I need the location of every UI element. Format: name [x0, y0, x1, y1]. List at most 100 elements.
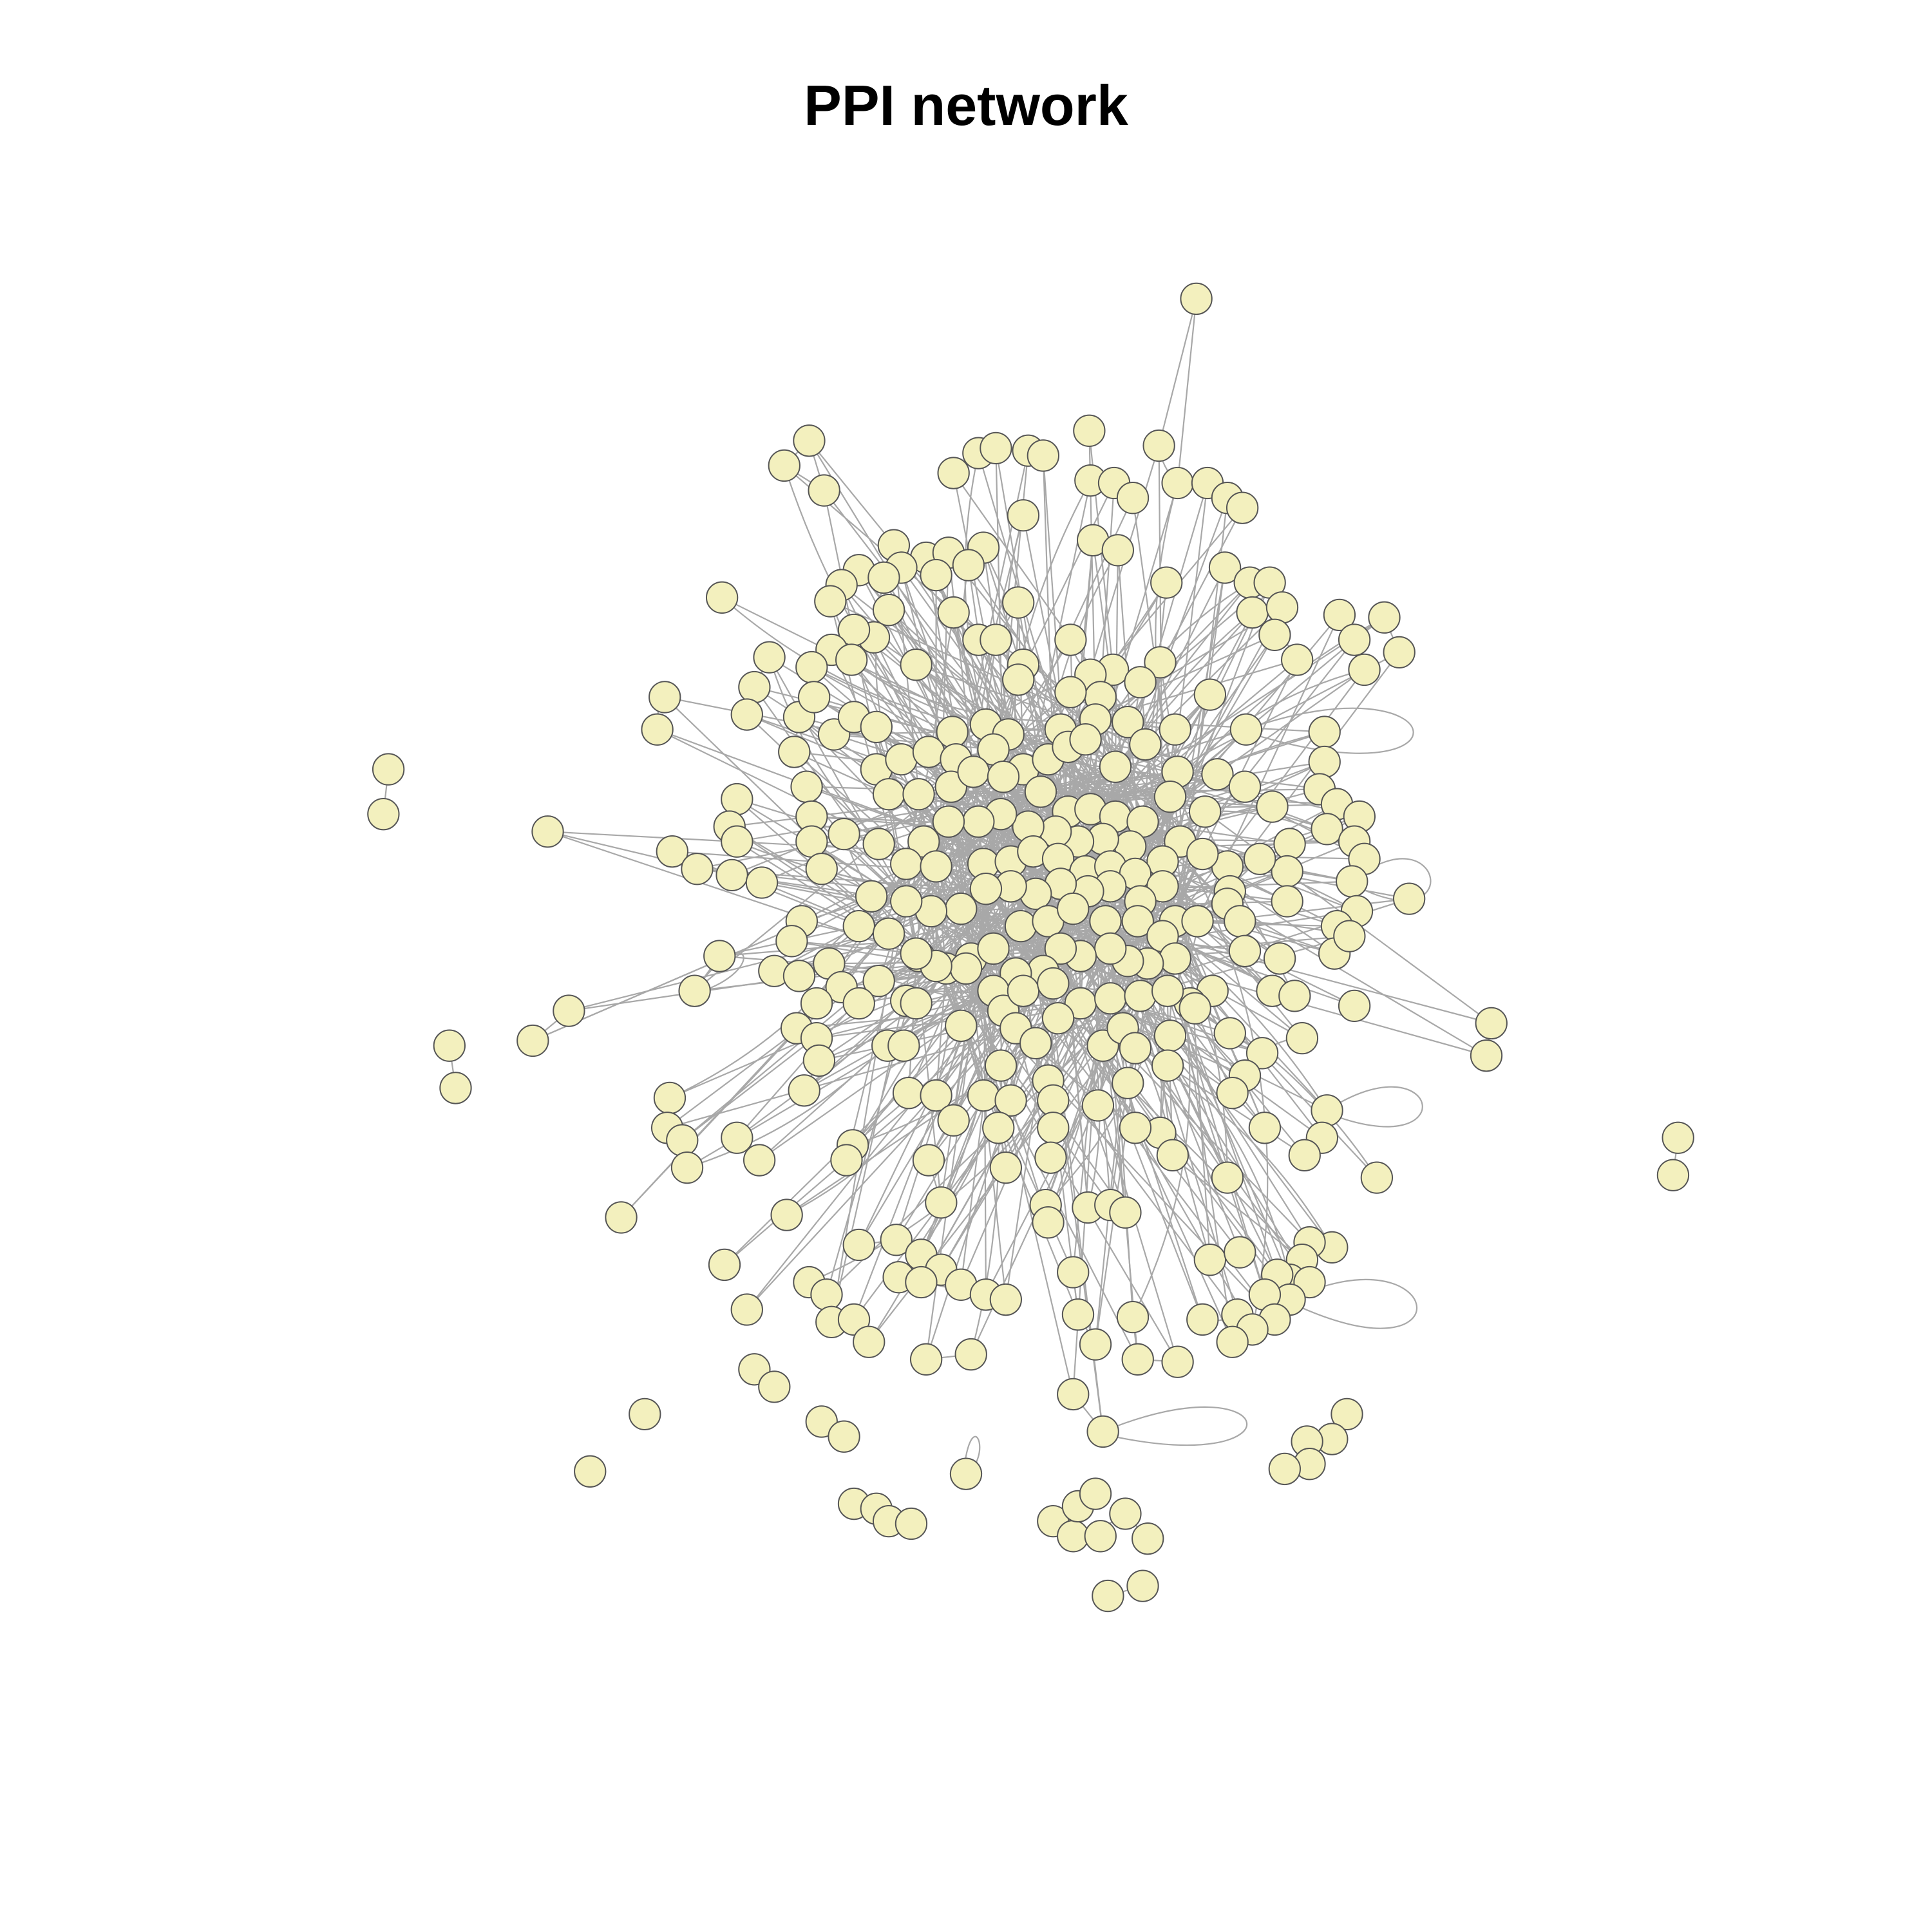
- network-node: [842, 987, 875, 1020]
- network-node: [743, 1144, 776, 1177]
- network-node: [828, 1420, 860, 1453]
- network-edge: [768, 657, 907, 902]
- network-node: [1323, 598, 1356, 632]
- network-node: [937, 1104, 970, 1137]
- network-node: [656, 835, 688, 868]
- network-node: [1116, 482, 1150, 515]
- network-node: [900, 649, 933, 681]
- network-node: [1124, 666, 1157, 699]
- network-node: [1181, 905, 1214, 938]
- network-node: [730, 698, 763, 731]
- network-edge: [1158, 298, 1197, 446]
- network-edge: [1144, 744, 1233, 1342]
- network-node: [862, 965, 895, 998]
- network-node: [1019, 1027, 1052, 1060]
- network-node: [753, 641, 786, 674]
- network-edge: [1059, 729, 1238, 1315]
- network-node: [1331, 1397, 1363, 1431]
- network-node: [1109, 1196, 1142, 1229]
- network-node: [842, 1228, 875, 1262]
- network-node: [808, 474, 840, 507]
- network-node: [1002, 586, 1035, 619]
- network-node: [1146, 870, 1179, 903]
- network-node: [1228, 934, 1262, 967]
- network-node: [1156, 1139, 1189, 1171]
- network-node: [912, 1144, 945, 1177]
- network-node: [629, 1397, 661, 1431]
- network-node: [1153, 780, 1187, 813]
- network-node: [782, 960, 816, 992]
- network-node: [641, 713, 674, 746]
- network-node: [1348, 653, 1381, 687]
- network-node: [1061, 1298, 1095, 1331]
- network-node: [1081, 1089, 1115, 1122]
- network-node: [925, 1186, 958, 1219]
- network-node: [805, 853, 838, 886]
- network-node: [982, 1112, 1015, 1144]
- network-node: [989, 1151, 1023, 1184]
- network-node: [1392, 882, 1426, 915]
- network-node: [949, 1457, 983, 1490]
- network-node: [1179, 992, 1211, 1025]
- network-node: [1186, 1303, 1219, 1336]
- network-node: [1188, 795, 1222, 828]
- network-node: [855, 880, 888, 913]
- network-node: [835, 643, 868, 676]
- network-edge: [773, 900, 907, 972]
- network-node: [1308, 715, 1341, 748]
- network-node: [1079, 1477, 1112, 1510]
- network-node: [715, 858, 748, 892]
- network-node: [1054, 623, 1087, 656]
- network-node: [1007, 974, 1040, 1007]
- network-node: [678, 974, 711, 1007]
- network-edge: [970, 958, 1074, 1395]
- network-node: [790, 770, 823, 803]
- network-node: [1142, 429, 1175, 462]
- network-node: [1201, 758, 1234, 791]
- network-node: [730, 1293, 763, 1326]
- network-node: [830, 1144, 863, 1177]
- network-node: [892, 1077, 925, 1110]
- plot-title: PPI network: [804, 73, 1128, 137]
- network-node: [885, 743, 918, 776]
- network-node: [1288, 1139, 1321, 1171]
- network-node: [1360, 1161, 1394, 1194]
- network-node: [920, 1079, 952, 1112]
- network-node: [1180, 282, 1213, 316]
- network-node: [1333, 920, 1366, 952]
- network-node: [994, 1084, 1027, 1117]
- network-node: [1124, 980, 1157, 1012]
- network-node: [1338, 989, 1371, 1023]
- network-node: [912, 735, 945, 768]
- network-node: [980, 431, 1012, 465]
- network-node: [681, 853, 714, 886]
- network-node: [1037, 1112, 1070, 1144]
- network-node: [887, 1029, 920, 1062]
- network-node: [937, 596, 970, 629]
- network-node: [708, 1248, 741, 1282]
- network-node: [1216, 1077, 1249, 1110]
- network-node: [1245, 1037, 1279, 1070]
- network-node: [1094, 932, 1127, 965]
- network-node: [1119, 1112, 1152, 1144]
- network-node: [814, 585, 847, 618]
- network-node: [867, 561, 900, 594]
- network-node: [1086, 1415, 1119, 1448]
- network-node: [1368, 601, 1401, 634]
- network-node: [758, 1370, 791, 1403]
- network-edge: [851, 659, 1061, 730]
- network-node: [1069, 723, 1102, 756]
- network-node: [1144, 646, 1177, 679]
- network-node: [1161, 466, 1194, 500]
- network-node: [1121, 1343, 1154, 1376]
- network-node: [862, 828, 895, 860]
- network-node: [372, 753, 405, 786]
- network-node: [1027, 439, 1060, 472]
- network-node: [962, 805, 995, 838]
- network-node: [1002, 663, 1035, 696]
- network-node: [770, 1198, 803, 1231]
- network-node: [775, 925, 808, 958]
- network-node: [768, 449, 800, 482]
- network-node: [920, 850, 952, 883]
